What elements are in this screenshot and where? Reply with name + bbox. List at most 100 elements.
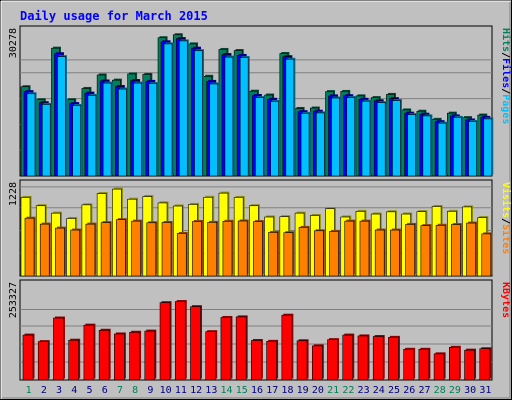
- bar: [190, 306, 201, 381]
- bar: [329, 231, 339, 277]
- chart-title: Daily usage for March 2015: [20, 9, 208, 23]
- bar: [83, 324, 95, 381]
- x-tick-label: 5: [87, 385, 93, 396]
- bar: [449, 347, 460, 381]
- bar: [433, 353, 445, 381]
- bar: [388, 337, 399, 381]
- bar: [174, 301, 186, 381]
- bar: [87, 95, 97, 177]
- x-tick-label: 23: [358, 385, 370, 396]
- bar: [422, 115, 432, 177]
- x-tick-label: 24: [373, 385, 385, 396]
- x-tick-label: 1: [26, 385, 32, 396]
- bar: [418, 349, 430, 381]
- bar: [437, 122, 447, 177]
- bar: [237, 220, 248, 277]
- bar: [70, 229, 80, 277]
- bar: [268, 232, 278, 277]
- bar: [161, 222, 172, 277]
- bar: [285, 58, 295, 177]
- bar: [194, 50, 203, 177]
- x-tick-label: 28: [434, 385, 446, 396]
- bar: [251, 340, 262, 381]
- bar: [72, 105, 81, 177]
- bar: [374, 229, 385, 277]
- x-tick-label: 2: [41, 385, 47, 396]
- bar: [235, 316, 247, 381]
- bar: [26, 93, 36, 177]
- bar: [344, 220, 355, 277]
- bar: [270, 101, 279, 177]
- bar: [376, 102, 386, 177]
- x-tick-label: 14: [221, 385, 233, 396]
- x-tick-label: 13: [205, 385, 217, 396]
- bar: [144, 330, 156, 381]
- bar: [342, 334, 354, 381]
- bar: [466, 222, 476, 277]
- bar: [453, 117, 462, 177]
- bar: [315, 112, 325, 177]
- bar: [102, 82, 112, 177]
- bar: [313, 230, 324, 277]
- bar: [129, 331, 140, 381]
- bar: [205, 331, 217, 381]
- bar: [253, 221, 263, 277]
- bar: [192, 221, 202, 277]
- legend-entry: Files: [500, 58, 512, 88]
- panel-kbytes: 253327 KBytes: [8, 279, 511, 381]
- bar: [311, 345, 323, 381]
- legend: Hits/Files/Pages: [500, 28, 512, 124]
- x-tick-label: 11: [175, 385, 187, 396]
- series-sites: [24, 216, 493, 277]
- bar: [361, 100, 371, 177]
- bar: [222, 221, 233, 277]
- bar: [283, 232, 294, 277]
- bar: [255, 97, 264, 177]
- x-tick-label: 29: [449, 385, 461, 396]
- panel-visits_sites: 1228 Visits/Sites: [8, 179, 512, 277]
- bar: [239, 57, 249, 177]
- legend-entry: /: [500, 218, 511, 224]
- bar: [118, 88, 127, 177]
- bar: [37, 341, 49, 381]
- x-tick-label: 19: [297, 385, 309, 396]
- panel-hits_files_pages: 30278 Hits/Files/Pages: [8, 25, 512, 177]
- bar: [346, 97, 356, 177]
- bar: [178, 40, 188, 177]
- x-tick-label: 9: [147, 385, 153, 396]
- bar: [331, 97, 340, 177]
- x-axis-labels: 1 2 3 4 5 6 7 8 9 10 11 12 13 14 15 16 17 18 19 20 21 22 23 24 2…: [26, 385, 492, 396]
- x-tick-label: 26: [403, 385, 415, 396]
- y-max-label: 1228: [8, 182, 19, 206]
- bar: [133, 82, 142, 177]
- x-tick-label: 20: [312, 385, 324, 396]
- bar: [435, 225, 446, 277]
- bar: [266, 341, 277, 381]
- bar: [372, 336, 384, 381]
- legend-entry: Hits: [500, 28, 512, 52]
- bar: [392, 100, 401, 177]
- bar: [98, 329, 110, 381]
- bar: [451, 224, 461, 277]
- bar: [407, 114, 416, 177]
- bar: [405, 224, 415, 277]
- legend-entry: Visits: [500, 182, 512, 218]
- x-tick-label: 4: [71, 385, 77, 396]
- legend: KBytes: [500, 282, 511, 318]
- x-tick-label: 10: [160, 385, 172, 396]
- x-tick-label: 3: [56, 385, 62, 396]
- bar: [420, 225, 431, 277]
- bar: [85, 223, 96, 277]
- x-tick-label: 27: [418, 385, 430, 396]
- bar: [131, 220, 141, 277]
- x-tick-label: 17: [266, 385, 278, 396]
- legend-entry: /: [500, 88, 511, 94]
- legend-entry: KBytes: [500, 282, 511, 318]
- bar: [55, 227, 65, 277]
- bar: [159, 302, 171, 381]
- x-tick-label: 31: [479, 385, 491, 396]
- x-tick-label: 25: [388, 385, 400, 396]
- bar: [468, 121, 477, 177]
- bar: [481, 233, 492, 277]
